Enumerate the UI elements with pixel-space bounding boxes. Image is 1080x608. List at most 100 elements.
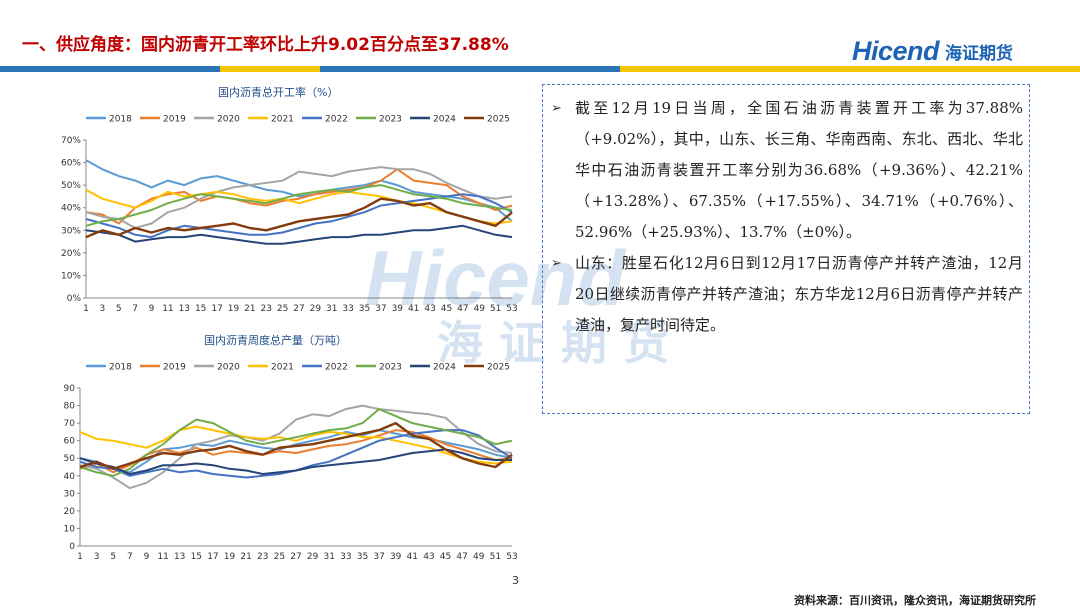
x-tick-label: 51: [490, 304, 501, 314]
x-tick-label: 1: [83, 304, 89, 314]
legend-label-2020: 2020: [217, 363, 240, 373]
x-tick-label: 37: [375, 304, 386, 314]
y-tick-label: 80: [64, 402, 76, 412]
bullet-arrow-icon: ➢: [551, 256, 562, 271]
legend-label-2021: 2021: [271, 363, 294, 373]
chart-title-output: 国内沥青周度总产量（万吨）: [204, 334, 347, 347]
y-tick-label: 90: [64, 384, 76, 394]
y-tick-label: 70%: [61, 136, 81, 146]
series-line-2025: [85, 197, 513, 239]
legend-label-2024: 2024: [433, 363, 456, 373]
series-line-2024: [85, 224, 513, 245]
x-tick-label: 9: [149, 304, 155, 314]
x-tick-label: 25: [277, 304, 288, 314]
y-tick-label: 60%: [61, 159, 81, 169]
series-line-2025: [79, 421, 513, 471]
legend-label-2022: 2022: [325, 363, 348, 373]
bullet-text-national: 截至12月19日当周，全国石油沥青装置开工率为37.88%（+9.02%），其中…: [575, 99, 1023, 241]
legend-label-2025: 2025: [487, 363, 510, 373]
logo-text-cn: 海证期货: [945, 43, 1014, 64]
x-tick-label: 3: [100, 304, 106, 314]
chart-title-utilization: 国内沥青总开工率（%）: [218, 86, 339, 99]
chart-utilization-rate: 2018 2019 2020 2021 2022 2023 2024 2025 0% 10% 20%…: [61, 115, 518, 315]
page-number: 3: [512, 574, 519, 587]
series-line-2021: [85, 188, 513, 225]
x-tick-label: 7: [127, 552, 133, 562]
x-tick-label: 31: [324, 552, 335, 562]
legend-label-2023: 2023: [379, 363, 402, 373]
legend-label-2023: 2023: [379, 115, 402, 125]
x-tick-label: 5: [110, 552, 116, 562]
header-stripe: [0, 66, 1080, 72]
page-title: 一、供应角度：国内沥青开工率环比上升9.02百分点至37.88%: [22, 35, 509, 55]
y-tick-label: 10: [64, 524, 76, 534]
y-tick-label: 20%: [61, 249, 81, 259]
series-line-2018: [85, 159, 513, 223]
x-tick-label: 25: [274, 552, 285, 562]
x-tick-label: 45: [440, 552, 451, 562]
x-tick-label: 35: [359, 304, 370, 314]
series-line-2024: [79, 448, 512, 475]
x-tick-label: 15: [195, 304, 206, 314]
x-tick-label: 47: [456, 552, 467, 562]
x-tick-label: 15: [191, 552, 202, 562]
stripe-segment: [620, 66, 1080, 72]
company-logo: Hicend 海证期货: [852, 34, 1013, 68]
x-tick-label: 7: [132, 304, 138, 314]
x-tick-label: 23: [261, 304, 272, 314]
x-tick-label: 13: [179, 304, 190, 314]
bullet-item: ➢ 截至12月19日当周，全国石油沥青装置开工率为37.88%（+9.02%），…: [551, 93, 1023, 248]
x-tick-label: 17: [207, 552, 218, 562]
series-line-2021: [79, 425, 513, 465]
x-tick-label: 41: [407, 552, 418, 562]
x-tick-label: 31: [326, 304, 337, 314]
x-tick-label: 29: [310, 304, 322, 314]
y-tick-label: 50: [64, 454, 76, 464]
x-tick-label: 3: [94, 552, 100, 562]
legend-label-2025: 2025: [487, 115, 510, 125]
legend-label-2022: 2022: [325, 115, 348, 125]
x-tick-label: 27: [290, 552, 301, 562]
x-tick-label: 43: [423, 552, 434, 562]
x-tick-label: 21: [240, 552, 251, 562]
x-tick-label: 33: [342, 304, 353, 314]
series-line-2019: [79, 429, 513, 474]
x-tick-label: 27: [293, 304, 304, 314]
y-tick-label: 50%: [61, 181, 81, 191]
y-tick-label: 10%: [61, 271, 81, 281]
logo-text-en: Hicend: [852, 35, 940, 66]
series-line-2020: [79, 404, 513, 490]
y-tick-label: 20: [64, 507, 76, 517]
stripe-segment: [220, 66, 320, 72]
bullet-text-shandong: 山东：胜星石化12月6日到12月17日沥青停产并转产渣油，12月20日继续沥青停…: [575, 254, 1023, 334]
x-tick-label: 51: [490, 552, 501, 562]
x-tick-label: 37: [373, 552, 384, 562]
x-tick-label: 17: [211, 304, 222, 314]
x-tick-label: 33: [340, 552, 351, 562]
x-tick-label: 43: [424, 304, 435, 314]
y-tick-label: 30: [64, 489, 76, 499]
legend-label-2021: 2021: [271, 115, 294, 125]
series-line-2023: [85, 184, 513, 227]
y-tick-label: 0%: [67, 294, 82, 304]
chart-weekly-output: 2018 2019 2020 2021 2022 2023 2024 2025 0 10 20 30 4…: [64, 363, 518, 563]
x-tick-label: 47: [457, 304, 468, 314]
x-tick-label: 13: [174, 552, 185, 562]
x-tick-label: 39: [390, 552, 402, 562]
x-tick-label: 39: [392, 304, 404, 314]
x-tick-label: 11: [157, 552, 168, 562]
bullet-arrow-icon: ➢: [551, 101, 562, 116]
legend-label-2019: 2019: [163, 115, 186, 125]
x-tick-label: 23: [257, 552, 268, 562]
x-tick-label: 53: [506, 552, 517, 562]
y-tick-label: 40: [64, 472, 76, 482]
series-line-2020: [85, 166, 513, 229]
y-tick-label: 70: [64, 419, 76, 429]
y-tick-label: 40%: [61, 204, 81, 214]
x-tick-label: 19: [228, 304, 240, 314]
legend-label-2020: 2020: [217, 115, 240, 125]
stripe-segment: [320, 66, 620, 72]
x-tick-label: 45: [441, 304, 452, 314]
bullet-item: ➢ 山东：胜星石化12月6日到12月17日沥青停产并转产渣油，12月20日继续沥…: [551, 248, 1023, 341]
x-tick-label: 5: [116, 304, 122, 314]
